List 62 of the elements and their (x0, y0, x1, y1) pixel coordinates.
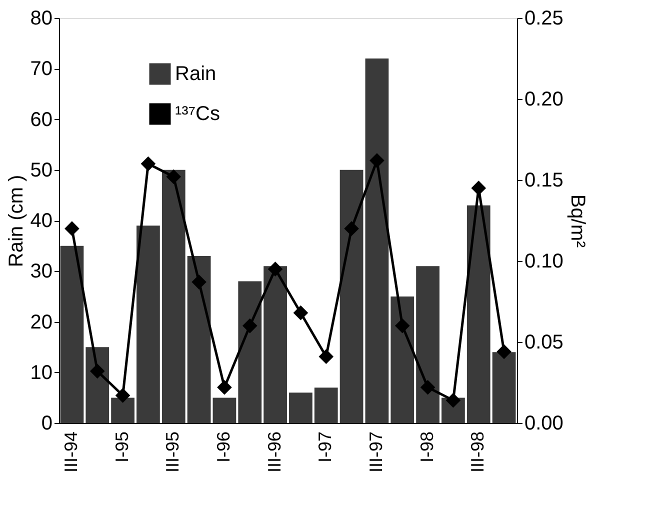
bar (314, 388, 338, 423)
x-tick-label: III-96 (264, 432, 284, 473)
y-tick-label: 60 (30, 108, 52, 131)
y-tick-label: 50 (30, 159, 52, 182)
point (115, 388, 130, 403)
point (166, 169, 182, 184)
point (293, 305, 308, 320)
point (140, 156, 156, 172)
y2-tick-label: 0.15 (524, 170, 564, 192)
point (394, 318, 410, 334)
point (496, 344, 512, 360)
y2-tick-label: 0.20 (524, 88, 564, 110)
y-tick-label: 20 (30, 311, 52, 334)
point (64, 221, 80, 236)
y2-tick-label: 0.00 (524, 412, 564, 434)
point (242, 318, 258, 334)
point (268, 262, 283, 277)
y2-tick-label: 0.10 (524, 250, 564, 272)
bar (60, 246, 84, 423)
bar (416, 266, 440, 423)
bar (289, 392, 312, 423)
x-tick-label: III-98 (468, 432, 488, 473)
y2-tick-label: 0.25 (524, 8, 564, 30)
bar (264, 266, 287, 423)
bar (492, 352, 516, 423)
bar (340, 170, 364, 423)
bar (162, 170, 186, 423)
x-tick-label: III-95 (162, 432, 183, 473)
point (370, 153, 384, 168)
y-tick-label: 40 (30, 210, 52, 232)
bar (238, 281, 262, 423)
y-tick-label: 80 (30, 8, 52, 30)
x-tick-label: I-95 (112, 432, 132, 463)
legend-label: ¹³⁷Cs (175, 103, 220, 125)
x-tick-label: III-94 (60, 432, 81, 473)
point (446, 392, 461, 408)
bar (466, 205, 490, 423)
y-tick-label: 10 (30, 362, 52, 384)
point (344, 221, 359, 236)
bar (212, 398, 236, 423)
x-tick-label: I-98 (416, 432, 437, 463)
point (217, 380, 232, 395)
legend-label: Rain (175, 63, 216, 85)
bar (390, 296, 414, 423)
point (471, 180, 486, 196)
y2-tick-label: 0.05 (524, 332, 564, 354)
y2-axis-title: Bq/m² (566, 194, 588, 248)
x-tick-label: I-96 (213, 432, 234, 463)
bar (136, 226, 160, 423)
y-tick-label: 30 (30, 260, 52, 283)
point (420, 380, 436, 395)
x-tick-label: III-97 (366, 432, 386, 473)
bar (365, 58, 389, 423)
bar (187, 256, 211, 423)
point (90, 364, 105, 379)
y-axis-title: Rain (cm ) (5, 174, 28, 268)
y-tick-label: 0 (41, 412, 52, 434)
point (318, 349, 334, 364)
point (192, 274, 206, 290)
y-tick-label: 70 (30, 58, 52, 80)
bar (111, 398, 134, 423)
x-tick-label: I-97 (315, 432, 336, 463)
